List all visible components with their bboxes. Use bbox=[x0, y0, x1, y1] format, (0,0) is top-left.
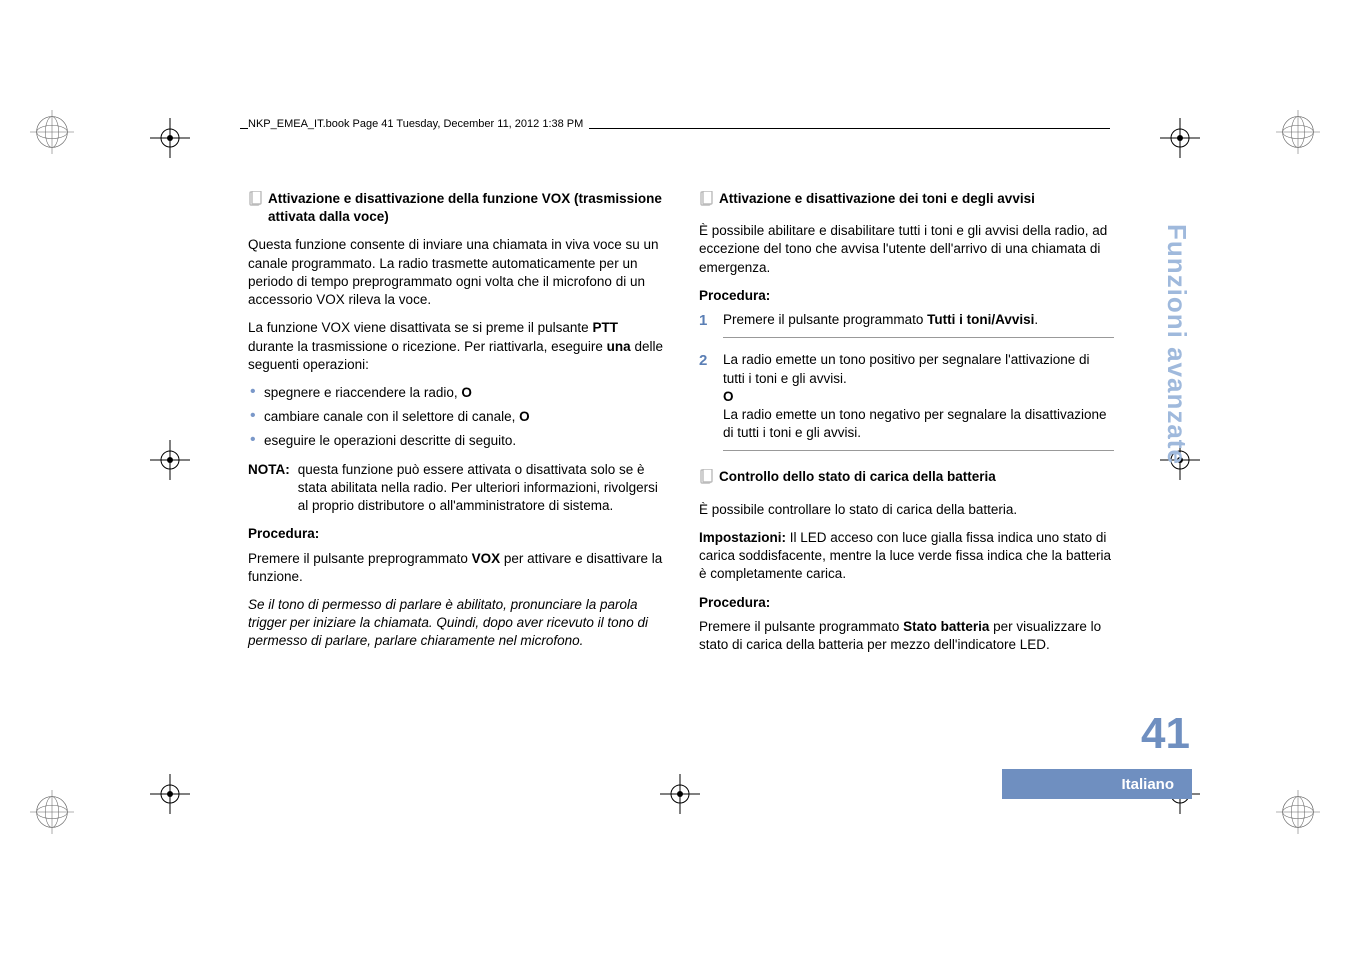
tones-steps: 1 Premere il pulsante programmato Tutti … bbox=[699, 311, 1114, 454]
section-title-text: Attivazione e disattivazione della funzi… bbox=[268, 190, 663, 226]
section-icon bbox=[248, 191, 262, 212]
tones-paragraph: È possibile abilitare e disabilitare tut… bbox=[699, 222, 1114, 277]
page-content: Attivazione e disattivazione della funzi… bbox=[248, 190, 1114, 664]
step-divider bbox=[723, 450, 1114, 451]
battery-paragraph-1: È possibile controllare lo stato di cari… bbox=[699, 501, 1114, 519]
print-registration-corner-bl bbox=[30, 790, 74, 834]
print-registration-corner-tl bbox=[30, 110, 74, 154]
step-item: 1 Premere il pulsante programmato Tutti … bbox=[699, 311, 1114, 341]
vox-paragraph-1: Questa funzione consente di inviare una … bbox=[248, 236, 663, 309]
section-title-text: Controllo dello stato di carica della ba… bbox=[719, 468, 996, 486]
section-vox-title: Attivazione e disattivazione della funzi… bbox=[248, 190, 663, 226]
battery-settings: Impostazioni: Il LED acceso con luce gia… bbox=[699, 529, 1114, 584]
section-icon bbox=[699, 191, 713, 212]
vox-procedure-text: Premere il pulsante preprogrammato VOX p… bbox=[248, 550, 663, 586]
step-item: 2 La radio emette un tono positivo per s… bbox=[699, 351, 1114, 454]
section-icon bbox=[699, 469, 713, 490]
print-registration-mark bbox=[150, 118, 190, 158]
note-block: NOTA: questa funzione può essere attivat… bbox=[248, 461, 663, 516]
step-divider bbox=[723, 337, 1114, 338]
procedure-label: Procedura: bbox=[699, 287, 1114, 305]
step-body: Premere il pulsante programmato Tutti i … bbox=[723, 311, 1114, 341]
print-registration-corner-br bbox=[1276, 790, 1320, 834]
footer-language-text: Italiano bbox=[1121, 776, 1174, 793]
running-head: NKP_EMEA_IT.book Page 41 Tuesday, Decemb… bbox=[248, 118, 589, 130]
print-registration-mark bbox=[150, 774, 190, 814]
bullet-item: eseguire le operazioni descritte di segu… bbox=[248, 432, 663, 450]
vox-italic-note: Se il tono di permesso di parlare è abil… bbox=[248, 596, 663, 651]
print-registration-mark bbox=[150, 440, 190, 480]
step-number: 1 bbox=[699, 311, 713, 341]
left-column: Attivazione e disattivazione della funzi… bbox=[248, 190, 663, 664]
print-registration-corner-tr bbox=[1276, 110, 1320, 154]
footer-language-band: Italiano bbox=[1002, 769, 1192, 799]
note-text: questa funzione può essere attivata o di… bbox=[298, 461, 663, 516]
procedure-label: Procedura: bbox=[248, 525, 663, 543]
section-battery-title: Controllo dello stato di carica della ba… bbox=[699, 468, 1114, 490]
right-column: Attivazione e disattivazione dei toni e … bbox=[699, 190, 1114, 664]
vox-bullet-list: spegnere e riaccendere la radio, O cambi… bbox=[248, 384, 663, 451]
print-registration-mark bbox=[1160, 118, 1200, 158]
step-number: 2 bbox=[699, 351, 713, 454]
step-body: La radio emette un tono positivo per seg… bbox=[723, 351, 1114, 454]
page-number: 41 bbox=[1141, 709, 1190, 759]
note-label: NOTA: bbox=[248, 461, 290, 516]
section-title-text: Attivazione e disattivazione dei toni e … bbox=[719, 190, 1035, 208]
vox-paragraph-2: La funzione VOX viene disattivata se si … bbox=[248, 319, 663, 374]
side-tab-label: Funzioni avanzate bbox=[1161, 224, 1192, 465]
battery-procedure-text: Premere il pulsante programmato Stato ba… bbox=[699, 618, 1114, 654]
bullet-item: cambiare canale con il selettore di cana… bbox=[248, 408, 663, 426]
procedure-label: Procedura: bbox=[699, 594, 1114, 612]
print-registration-mark bbox=[660, 774, 700, 814]
section-tones-title: Attivazione e disattivazione dei toni e … bbox=[699, 190, 1114, 212]
bullet-item: spegnere e riaccendere la radio, O bbox=[248, 384, 663, 402]
